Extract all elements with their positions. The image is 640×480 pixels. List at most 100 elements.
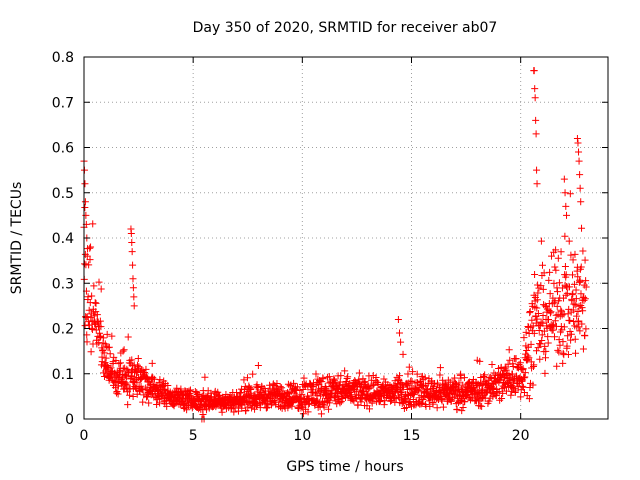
data-point (501, 365, 509, 373)
data-point (88, 326, 96, 334)
data-point (376, 398, 384, 406)
data-point (106, 350, 114, 358)
data-point (81, 198, 89, 206)
data-point (532, 130, 540, 138)
data-point (579, 247, 587, 255)
data-point (102, 342, 110, 350)
data-point (543, 305, 551, 313)
data-point (318, 378, 326, 386)
data-point (240, 376, 248, 384)
data-point (564, 350, 572, 358)
data-point (429, 400, 437, 408)
data-point (575, 302, 583, 310)
data-point (554, 288, 562, 296)
data-point (84, 293, 92, 301)
data-point (533, 296, 541, 304)
data-point (139, 398, 147, 406)
data-point (357, 398, 365, 406)
data-point (112, 356, 120, 364)
data-point (551, 333, 559, 341)
data-point (519, 365, 527, 373)
data-point (341, 367, 349, 375)
data-point (566, 283, 574, 291)
data-point (568, 291, 576, 299)
data-point (398, 388, 406, 396)
data-point (567, 251, 575, 259)
data-point (545, 276, 553, 284)
data-point (508, 370, 516, 378)
data-point (126, 391, 134, 399)
data-point (81, 203, 89, 211)
data-point (578, 304, 586, 312)
data-point (273, 380, 281, 388)
data-point (539, 285, 547, 293)
data-point (95, 339, 103, 347)
data-point (92, 299, 100, 307)
data-point (537, 282, 545, 290)
data-point (87, 243, 95, 251)
data-point (156, 376, 164, 384)
data-point (330, 375, 338, 383)
data-point (343, 375, 351, 383)
data-point (124, 333, 132, 341)
data-point (173, 384, 181, 392)
data-point (83, 252, 91, 260)
data-point (296, 386, 304, 394)
data-point (517, 393, 525, 401)
data-point (319, 375, 327, 383)
data-point (85, 261, 93, 269)
data-point (521, 369, 529, 377)
data-point (419, 382, 427, 390)
data-point (576, 277, 584, 285)
data-point (128, 248, 136, 256)
data-point (516, 359, 524, 367)
data-point (531, 270, 539, 278)
data-point (97, 323, 105, 331)
data-point (119, 347, 127, 355)
data-point (519, 383, 527, 391)
data-point (507, 391, 515, 399)
data-point (550, 279, 558, 287)
data-point (569, 306, 577, 314)
data-point (421, 374, 429, 382)
y-tick-label: 0.5 (52, 186, 74, 202)
data-point (489, 385, 497, 393)
data-point (365, 405, 373, 413)
data-point (530, 67, 538, 75)
data-point (582, 283, 590, 291)
data-point (565, 237, 573, 245)
data-point (132, 384, 140, 392)
data-point (555, 348, 563, 356)
data-point (103, 330, 111, 338)
data-point (503, 370, 511, 378)
data-point (447, 397, 455, 405)
data-point (153, 400, 161, 408)
data-point (108, 332, 116, 340)
data-point (553, 302, 561, 310)
data-point (544, 339, 552, 347)
data-point (566, 317, 574, 325)
data-point (564, 310, 572, 318)
data-point (300, 374, 308, 382)
data-point (133, 361, 141, 369)
data-point (149, 374, 157, 382)
data-point (502, 366, 510, 374)
data-point (524, 352, 532, 360)
data-point (459, 404, 467, 412)
data-point (560, 175, 568, 183)
data-point (87, 348, 95, 356)
data-point (346, 389, 354, 397)
data-point (578, 320, 586, 328)
data-point (481, 371, 489, 379)
data-point (523, 347, 531, 355)
data-point (530, 361, 538, 369)
data-point (532, 347, 540, 355)
data-point (541, 342, 549, 350)
data-point (534, 281, 542, 289)
data-point (160, 386, 168, 394)
data-point (148, 359, 156, 367)
data-point (539, 311, 547, 319)
data-point (326, 393, 334, 401)
data-point (142, 393, 150, 401)
